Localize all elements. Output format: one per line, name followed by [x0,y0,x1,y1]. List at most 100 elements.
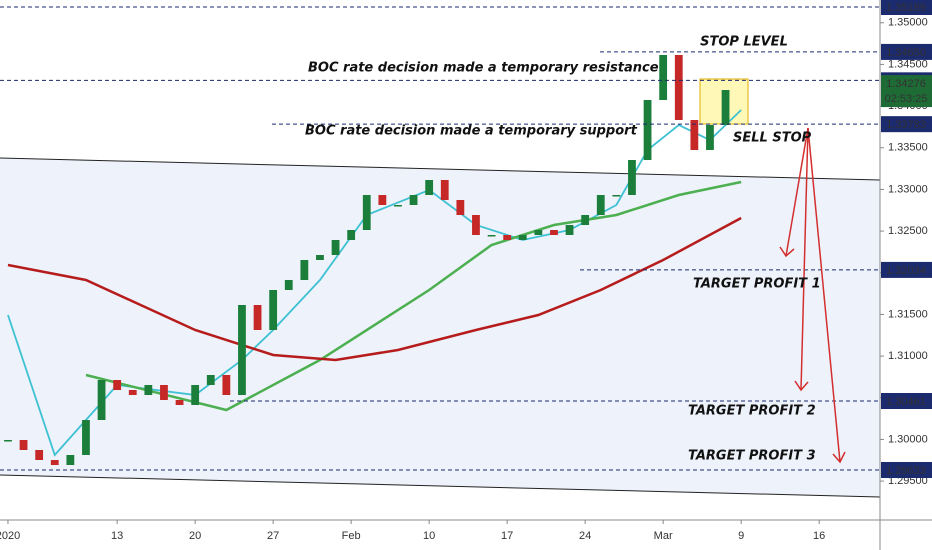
candle [456,200,465,215]
arrow-head [832,451,846,464]
candle [160,385,168,400]
y-tick-label: 1.34500 [888,58,928,70]
y-tick-label: 1.33000 [888,183,928,195]
candle [550,230,558,235]
candle [503,235,512,240]
candle [175,400,184,405]
countdown: 02:53:25 [885,93,928,105]
level-box [881,43,932,60]
annotation: TARGET PROFIT 1 [693,277,821,292]
candle [284,280,293,290]
x-tick-label: 16 [813,530,825,542]
candle [674,55,683,120]
time-axis [0,520,880,550]
x-tick-label: Mar [654,530,673,542]
level-label: 1.33783 [886,119,926,131]
candle [487,235,496,237]
candle [238,305,246,395]
candle [690,120,699,150]
y-tick-label: 1.33500 [888,142,928,154]
level-box [881,261,932,278]
level-box [881,462,932,478]
candle [113,380,122,390]
x-tick-label: 24 [579,530,591,542]
candle [50,460,59,465]
candle [721,90,730,125]
candle [269,290,278,330]
arrow-head [794,380,809,392]
annotation: STOP LEVEL [700,35,788,50]
y-tick-label: 1.31500 [888,308,928,320]
arrow [800,127,809,391]
annotation: SELL STOP [733,131,812,146]
candle [300,260,309,280]
x-tick-label: 17 [501,530,513,542]
candle [409,195,418,205]
candle [4,440,12,442]
candle [643,100,652,160]
annotation: BOC rate decision made a temporary resis… [308,61,659,76]
arrow [807,127,841,463]
level-label: 1.32034 [886,265,926,277]
candle [82,420,90,455]
candle [534,230,543,235]
x-tick-label: Feb [342,530,361,542]
channel-fill [0,158,880,497]
candle [128,390,137,395]
level-box [881,0,932,15]
candle [35,450,44,460]
level-label: 1.35189 [886,2,926,14]
level-label: 1.34650 [886,47,926,59]
channel-upper [0,157,881,181]
y-tick-label: 1.35000 [888,17,928,29]
y-tick-label: 1.31000 [888,350,928,362]
y-tick-label: 1.32500 [888,225,928,237]
level-box [881,116,932,133]
candle [612,195,621,197]
arrow-head [779,246,795,258]
candle [66,455,75,465]
x-tick-label: 27 [267,530,279,542]
y-tick-label: 1.30000 [888,433,928,445]
candle [596,195,605,215]
candle [19,440,28,450]
annotation: BOC rate decision made a temporary suppo… [305,124,638,139]
x-tick-label: 10 [423,530,435,542]
plot [0,6,880,471]
current-price-label: 1.34276 [886,78,926,90]
candle [316,255,324,260]
candle [518,235,527,240]
current-price-box [881,75,932,108]
candle [440,180,449,200]
level-label: 1.30461 [886,396,926,408]
candle [378,195,387,205]
moving-average [85,180,742,412]
candle [659,55,668,100]
arrows [779,127,846,464]
x-tick-label: 13 [111,530,123,542]
candle [206,375,215,385]
candle [565,225,574,235]
candle [144,385,153,395]
x-tick-label: 2020 [0,530,20,542]
candle [347,230,356,240]
annotation: TARGET PROFIT 2 [688,404,816,419]
level-label: 1.29633 [886,465,926,477]
channel-lower [0,474,881,498]
candle [253,305,262,330]
candle [331,240,340,255]
candle [191,385,200,405]
candle [394,205,402,207]
candle [425,180,434,195]
candle [222,375,231,395]
candle [362,195,371,230]
annotation: TARGET PROFIT 3 [688,449,816,464]
x-tick-label: 20 [189,530,201,542]
candle [472,215,480,235]
x-tick-label: 9 [738,530,744,542]
arrow [785,127,809,257]
candle [628,160,636,195]
level-box [881,393,932,409]
